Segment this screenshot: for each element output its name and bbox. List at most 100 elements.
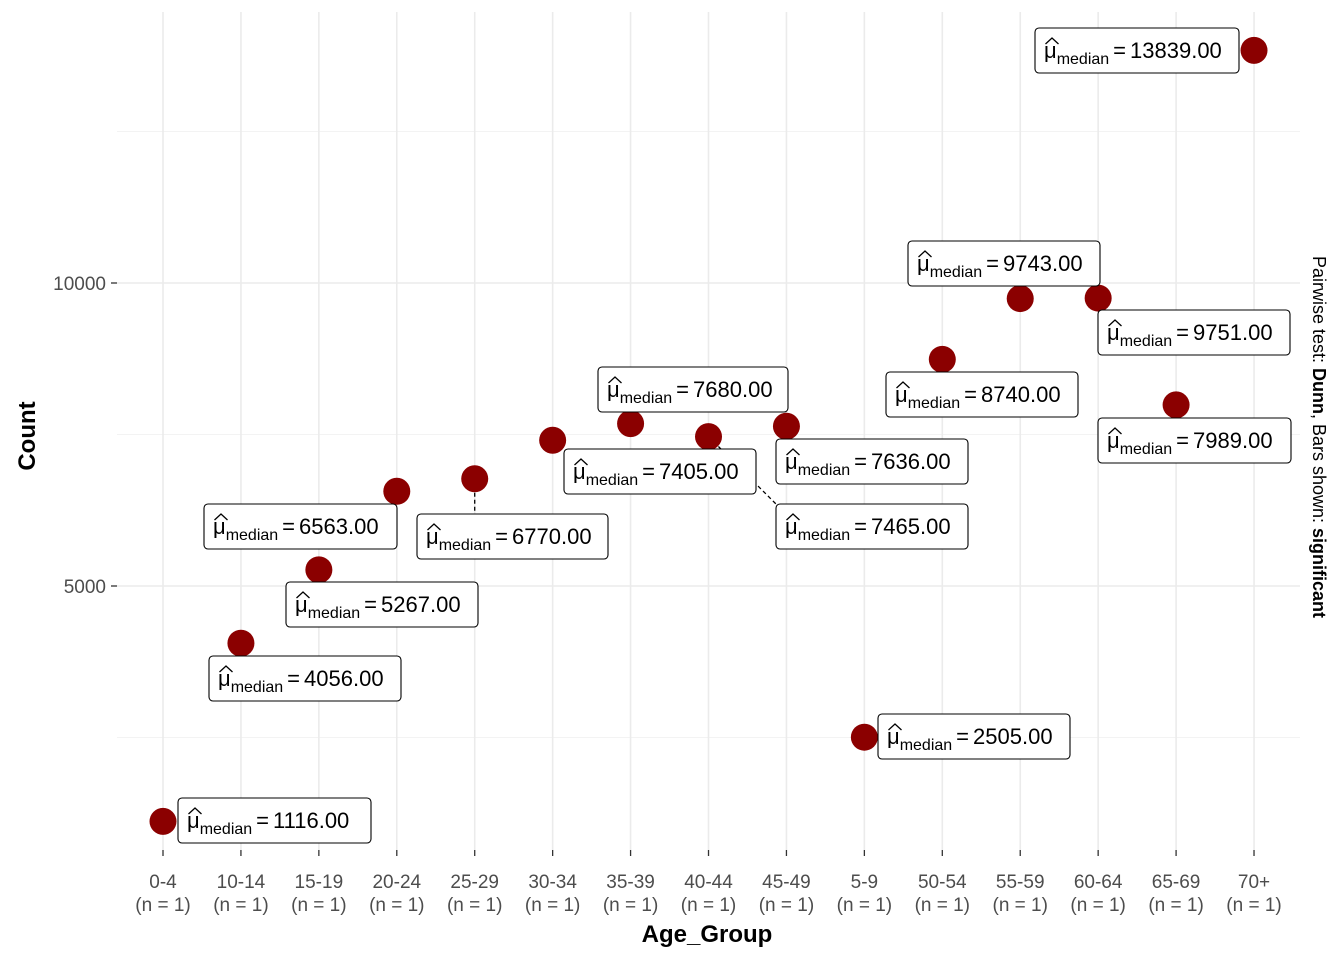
median-label-eq: = [1176, 320, 1189, 345]
x-tick-label: 10-14 [217, 872, 266, 893]
median-label-mu: μ [917, 251, 930, 276]
x-tick-n-label: (n = 1) [915, 895, 970, 916]
data-point [461, 465, 489, 493]
median-label-value: 7636.00 [871, 449, 951, 474]
x-tick-label: 45-49 [762, 872, 811, 893]
median-label-mu: μ [607, 377, 620, 402]
y-axis-title: Count [14, 401, 41, 470]
side-caption-test: Dunn [1309, 368, 1329, 414]
median-label: μmedian = 7465.00 [775, 503, 969, 550]
x-tick-n-label: (n = 1) [1226, 895, 1281, 916]
median-label-box [416, 513, 609, 560]
median-label-value: 6563.00 [299, 514, 379, 539]
side-caption: Pairwise test: Dunn, Bars shown: signifi… [1309, 256, 1329, 618]
median-label: μmedian = 5267.00 [285, 581, 479, 628]
median-label-value: 13839.00 [1130, 38, 1222, 63]
x-tick-n-label: (n = 1) [1070, 895, 1125, 916]
median-label-box [1034, 27, 1240, 74]
median-label-text: μmedian = 6770.00 [426, 524, 592, 554]
median-label-sub: median [308, 605, 360, 622]
median-label-text: μmedian = 7989.00 [1107, 428, 1273, 458]
hat-icon [1108, 319, 1122, 327]
x-tick-n-label: (n = 1) [135, 895, 190, 916]
median-label-value: 8740.00 [981, 382, 1061, 407]
median-label-value: 6770.00 [512, 524, 592, 549]
median-label-box [1097, 417, 1292, 464]
hat-icon [786, 448, 800, 456]
side-caption-shown: significant [1309, 528, 1329, 618]
median-label-value: 2505.00 [973, 724, 1053, 749]
median-label-box [907, 240, 1101, 287]
x-tick-label: 60-64 [1074, 872, 1123, 893]
y-tick-label: 5000 [64, 577, 106, 598]
median-label-box [597, 366, 789, 413]
data-point [928, 345, 956, 373]
median-label-sub: median [798, 462, 850, 479]
data-point [1240, 36, 1268, 64]
median-label: μmedian = 7989.00 [1097, 417, 1292, 464]
data-point [383, 477, 411, 505]
median-label-eq: = [256, 808, 269, 833]
x-tick-label: 40-44 [684, 872, 733, 893]
median-label: μmedian = 6563.00 [203, 503, 398, 550]
median-label-text: μmedian = 7465.00 [785, 514, 951, 544]
median-label-box [177, 797, 372, 844]
hat-icon [427, 523, 441, 531]
x-tick-label: 55-59 [996, 872, 1045, 893]
median-label-box [885, 371, 1079, 418]
median-label: μmedian = 9751.00 [1097, 309, 1291, 356]
median-label-eq: = [287, 666, 300, 691]
median-label-text: μmedian = 7405.00 [573, 459, 739, 489]
median-label-value: 9751.00 [1193, 320, 1273, 345]
x-tick-n-label: (n = 1) [681, 895, 736, 916]
data-point [1084, 284, 1112, 312]
x-tick-label: 50-54 [918, 872, 967, 893]
hat-icon [1045, 37, 1059, 45]
median-label-value: 9743.00 [1003, 251, 1083, 276]
median-label: μmedian = 9743.00 [907, 240, 1101, 287]
median-label-sub: median [908, 395, 960, 412]
data-point [850, 723, 878, 751]
data-point [1162, 391, 1190, 419]
x-tick-n-label: (n = 1) [603, 895, 658, 916]
median-label-value: 4056.00 [304, 666, 384, 691]
x-tick-label: 20-24 [372, 872, 421, 893]
median-label-sub: median [1057, 51, 1109, 68]
hat-icon [574, 458, 588, 466]
median-label: μmedian = 8740.00 [885, 371, 1079, 418]
median-label-text: μmedian = 9743.00 [917, 251, 1083, 281]
median-label-eq: = [964, 382, 977, 407]
x-tick-label: 65-69 [1152, 872, 1201, 893]
median-label-sub: median [1120, 441, 1172, 458]
median-label-mu: μ [295, 592, 308, 617]
x-tick-label: 15-19 [295, 872, 344, 893]
median-label-mu: μ [785, 514, 798, 539]
median-label-mu: μ [1107, 428, 1120, 453]
data-point [617, 410, 645, 438]
median-label-eq: = [642, 459, 655, 484]
median-label-mu: μ [187, 808, 200, 833]
median-label: μmedian = 7680.00 [597, 366, 789, 413]
median-label-sub: median [586, 472, 638, 489]
median-label-value: 1116.00 [273, 808, 349, 833]
data-points [149, 36, 1268, 835]
median-label-sub: median [231, 679, 283, 696]
data-point [149, 807, 177, 835]
hat-icon [1108, 427, 1122, 435]
hat-icon [918, 250, 932, 258]
median-label-value: 7680.00 [693, 377, 773, 402]
median-label-eq: = [1113, 38, 1126, 63]
median-label-text: μmedian = 1116.00 [187, 808, 349, 838]
median-label-box [563, 448, 757, 495]
median-label-mu: μ [426, 524, 439, 549]
median-label-eq: = [676, 377, 689, 402]
x-tick-n-label: (n = 1) [1148, 895, 1203, 916]
x-tick-n-label: (n = 1) [291, 895, 346, 916]
median-label: μmedian = 4056.00 [208, 655, 402, 702]
median-label-mu: μ [573, 459, 586, 484]
median-label: μmedian = 7636.00 [775, 438, 969, 485]
side-caption-prefix: Pairwise test: [1309, 256, 1329, 368]
median-label-eq: = [1176, 428, 1189, 453]
x-tick-label: 35-39 [606, 872, 655, 893]
